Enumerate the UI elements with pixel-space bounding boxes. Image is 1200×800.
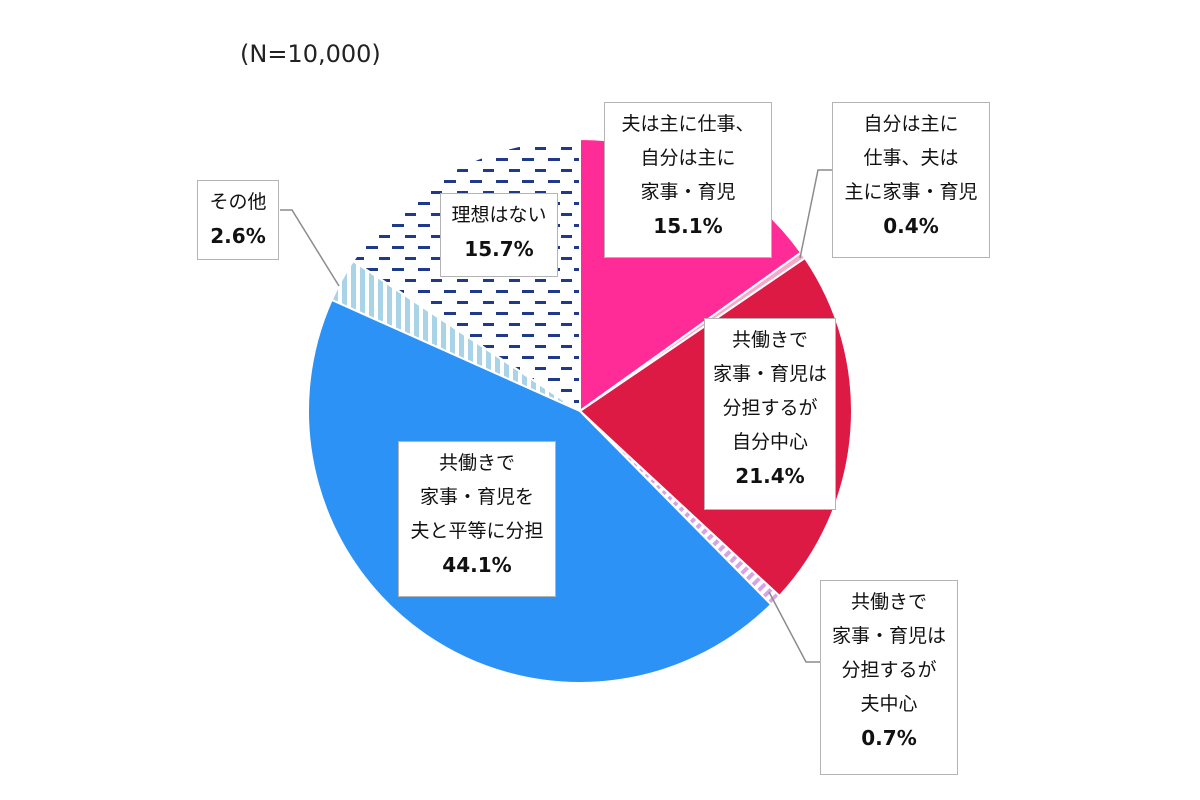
slice-label-3: 共働きで家事・育児は 分担するが夫中心 0.7% [820, 580, 958, 775]
slice-label-line: 主に家事・育児 [844, 181, 978, 203]
slice-label-line: 夫と平等に分担 [410, 520, 544, 542]
slice-label-line: 共働きで [731, 329, 808, 351]
slice-percentage: 0.4% [883, 214, 939, 238]
sample-size-note: (N=10,000) [240, 40, 381, 68]
slice-label-line: 自分中心 [731, 431, 808, 453]
slice-label-0: 夫は主に仕事、 自分は主に家事・育児 15.1% [604, 102, 772, 258]
slice-label-line: 共働きで [438, 452, 515, 474]
slice-label-line: その他 [209, 191, 267, 213]
slice-label-1: 自分は主に仕事、夫は主に家事・育児 0.4% [832, 102, 990, 258]
slice-label-line: 家事・育児は [712, 363, 827, 385]
slice-label-4: 共働きで家事・育児を 夫と平等に分担 44.1% [398, 441, 556, 597]
slice-label-line: 家事・育児を [419, 486, 534, 508]
leader-lines [280, 169, 835, 663]
slice-percentage: 21.4% [735, 464, 805, 488]
slice-label-6: 理想はない 15.7% [440, 193, 558, 277]
slice-label-5: その他 2.6% [197, 180, 279, 260]
slice-label-line: 仕事、夫は [863, 147, 959, 169]
slice-label-line: 自分は主に [863, 113, 959, 135]
slice-percentage: 15.1% [653, 214, 723, 238]
slice-label-2: 共働きで家事・育児は 分担するが自分中心 21.4% [704, 318, 836, 510]
slice-label-line: 家事・育児 [640, 181, 736, 203]
slice-label-line: 夫は主に仕事、 [621, 113, 755, 135]
slice-label-line: 共働きで [850, 591, 927, 613]
slice-percentage: 2.6% [210, 224, 266, 248]
slice-label-line: 理想はない [451, 204, 547, 226]
slice-percentage: 44.1% [442, 553, 512, 577]
slice-label-line: 自分は主に [640, 147, 736, 169]
slice-percentage: 0.7% [861, 726, 917, 750]
slice-percentage: 15.7% [464, 237, 534, 261]
slice-label-line: 分担するが [722, 397, 818, 419]
slice-label-line: 夫中心 [860, 693, 918, 715]
leader-line-3 [768, 591, 820, 663]
slice-label-line: 家事・育児は [831, 625, 946, 647]
slice-label-line: 分担するが [841, 659, 937, 681]
leader-line-5 [280, 209, 340, 287]
leader-line-1 [799, 169, 835, 259]
